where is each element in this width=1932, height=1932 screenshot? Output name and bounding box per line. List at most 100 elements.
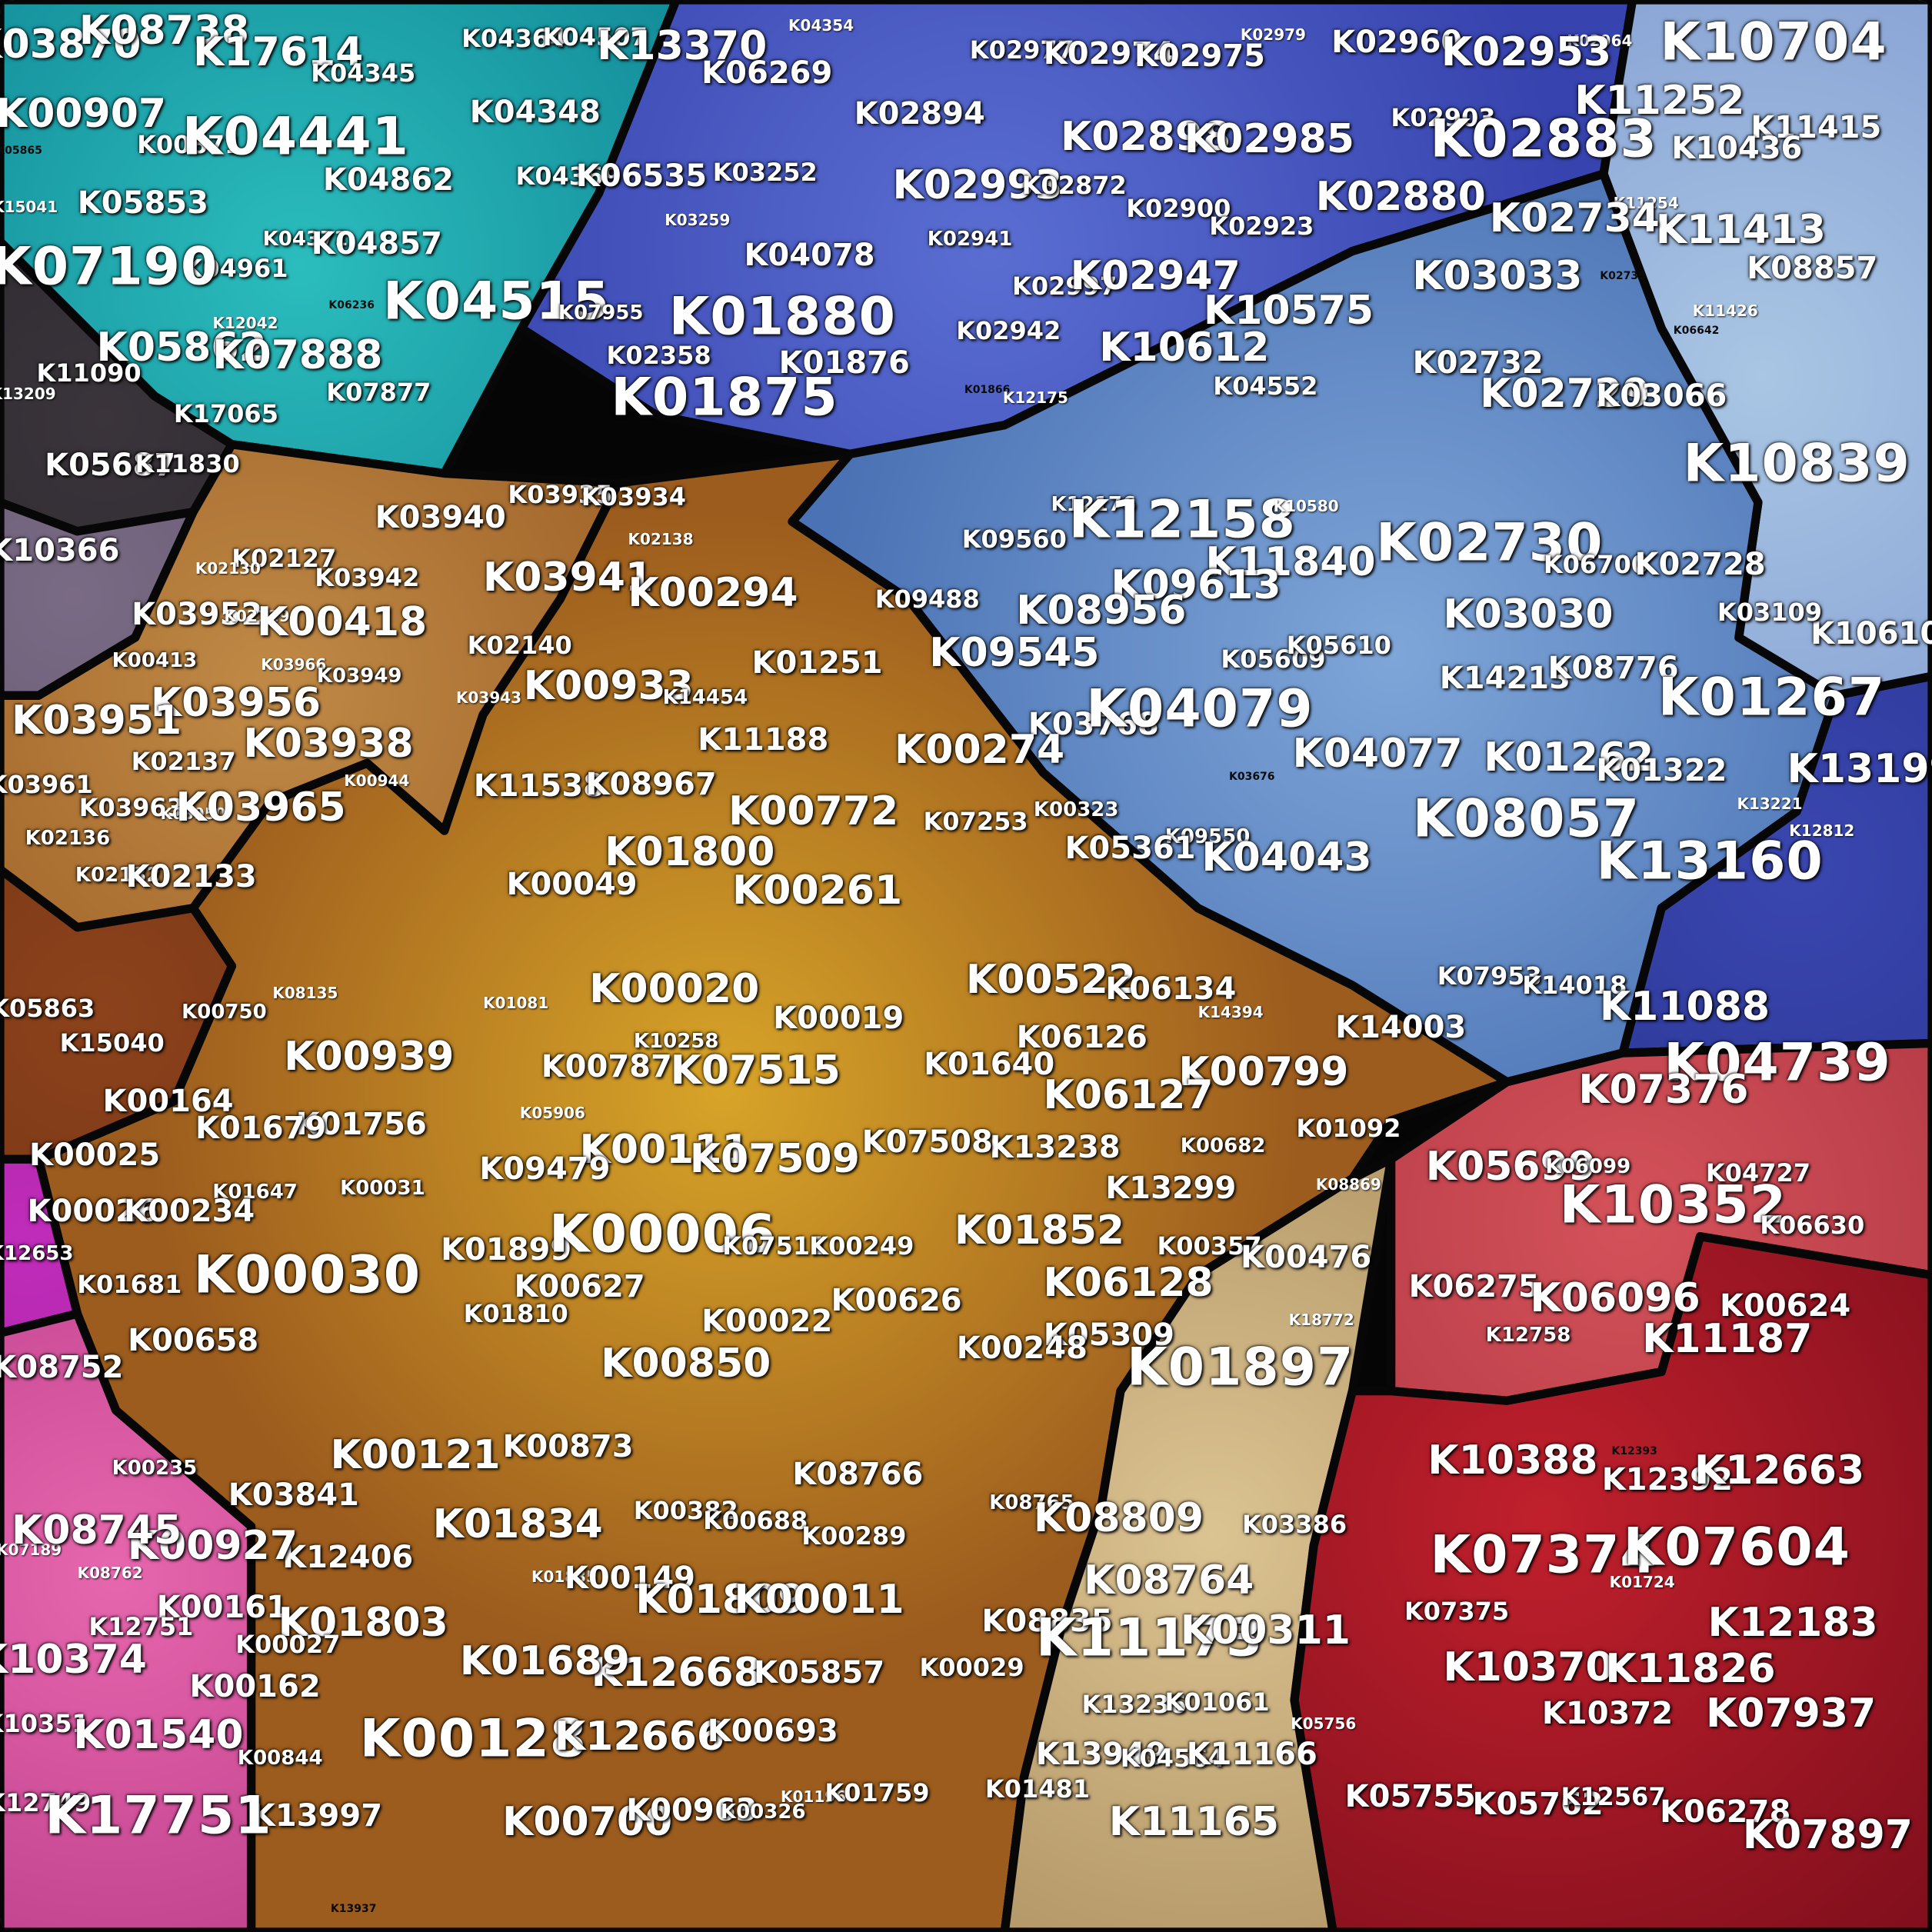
treemap-cell-K10839[interactable]: K10839 (1683, 433, 1910, 495)
treemap-cell-K13236[interactable]: K13236 (1081, 1689, 1187, 1719)
treemap-cell-K00020[interactable]: K00020 (589, 966, 760, 1013)
treemap-cell-K02997[interactable]: K02997 (1012, 271, 1118, 301)
treemap-cell-K01267[interactable]: K01267 (1657, 667, 1886, 728)
treemap-cell-K12393[interactable]: K12393 (1611, 1444, 1657, 1457)
treemap-cell-K00049[interactable]: K00049 (506, 867, 638, 903)
treemap-cell-K01322[interactable]: K01322 (1596, 753, 1727, 789)
treemap-cell-K00030[interactable]: K00030 (193, 1244, 421, 1306)
treemap-cell-K06275[interactable]: K06275 (1408, 1268, 1540, 1304)
treemap-cell-K03943[interactable]: K03943 (455, 688, 522, 707)
treemap-cell-K02137[interactable]: K02137 (131, 746, 236, 776)
treemap-cell-K00261[interactable]: K00261 (731, 868, 903, 914)
treemap-cell-K03033[interactable]: K03033 (1412, 253, 1583, 300)
treemap-cell-K08764[interactable]: K08764 (1084, 1557, 1254, 1604)
treemap-cell-K03934[interactable]: K03934 (581, 481, 686, 511)
treemap-cell-K03030[interactable]: K03030 (1443, 591, 1614, 638)
treemap-cell-K11538[interactable]: K11538 (473, 768, 605, 804)
treemap-cell-K00006[interactable]: K00006 (548, 1204, 777, 1265)
treemap-cell-K00871[interactable]: K00871 (137, 130, 242, 160)
treemap-cell-K09545[interactable]: K09545 (929, 630, 1100, 677)
treemap-cell-K08956[interactable]: K08956 (1016, 587, 1187, 634)
treemap-cell-K12751[interactable]: K12751 (88, 1612, 194, 1642)
treemap-cell-K04043[interactable]: K04043 (1201, 834, 1372, 881)
treemap-cell-K01875[interactable]: K01875 (611, 367, 838, 428)
treemap-cell-K12663[interactable]: K12663 (1694, 1447, 1865, 1494)
treemap-cell-K00772[interactable]: K00772 (728, 788, 899, 835)
treemap-cell-K01876[interactable]: K01876 (778, 345, 910, 381)
treemap-cell-K00850[interactable]: K00850 (601, 1341, 771, 1387)
treemap-cell-K10366[interactable]: K10366 (0, 532, 120, 568)
treemap-cell-K00873[interactable]: K00873 (502, 1429, 634, 1465)
treemap-cell-K00323[interactable]: K00323 (1033, 798, 1119, 821)
treemap-cell-K00413[interactable]: K00413 (112, 649, 198, 673)
treemap-cell-K01689[interactable]: K01689 (459, 1638, 630, 1685)
treemap-cell-K02729[interactable]: K02729 (1480, 371, 1651, 418)
treemap-cell-K13238[interactable]: K13238 (989, 1130, 1121, 1166)
treemap-cell-K03768[interactable]: K03768 (1028, 707, 1159, 742)
treemap-cell-K02947[interactable]: K02947 (1070, 253, 1241, 300)
treemap-cell-K05755[interactable]: K05755 (1344, 1779, 1476, 1815)
treemap-cell-K02734[interactable]: K02734 (1489, 195, 1660, 242)
treemap-cell-K11252[interactable]: K11252 (1574, 77, 1745, 124)
treemap-cell-K07374[interactable]: K07374 (1430, 1524, 1657, 1586)
treemap-cell-K07189[interactable]: K07189 (0, 1540, 62, 1559)
treemap-cell-K05361[interactable]: K05361 (1064, 830, 1196, 866)
treemap-cell-K14454[interactable]: K14454 (662, 685, 748, 709)
treemap-cell-K00682[interactable]: K00682 (1180, 1134, 1266, 1158)
treemap-cell-K07511[interactable]: K07511 (722, 1231, 828, 1261)
treemap-cell-K10352[interactable]: K10352 (1559, 1174, 1787, 1236)
treemap-cell-K04515[interactable]: K04515 (382, 271, 611, 332)
treemap-cell-K08809[interactable]: K08809 (1033, 1495, 1204, 1542)
treemap-cell-K13949[interactable]: K13949 (1035, 1736, 1167, 1772)
treemap-cell-K01834[interactable]: K01834 (432, 1501, 603, 1547)
treemap-cell-K02953[interactable]: K02953 (1441, 28, 1612, 75)
treemap-cell-K15040[interactable]: K15040 (59, 1028, 165, 1058)
treemap-cell-K07877[interactable]: K07877 (326, 377, 431, 407)
treemap-cell-K00019[interactable]: K00019 (773, 1000, 904, 1036)
treemap-cell-K00326[interactable]: K00326 (720, 1800, 806, 1824)
treemap-cell-K05853[interactable]: K05853 (77, 185, 208, 221)
treemap-cell-K10370[interactable]: K10370 (1443, 1644, 1614, 1690)
treemap-cell-K00162[interactable]: K00162 (189, 1668, 321, 1704)
treemap-cell-K04507[interactable]: K04507 (542, 22, 648, 52)
treemap-cell-K01810[interactable]: K01810 (463, 1299, 568, 1329)
treemap-cell-K11173[interactable]: K11173 (1035, 1607, 1264, 1669)
treemap-cell-K00688[interactable]: K00688 (703, 1505, 808, 1535)
treemap-cell-K00234[interactable]: K00234 (124, 1194, 255, 1230)
treemap-cell-K03841[interactable]: K03841 (228, 1477, 359, 1514)
treemap-cell-K04857[interactable]: K04857 (311, 225, 442, 261)
treemap-cell-K11413[interactable]: K11413 (1655, 206, 1826, 253)
treemap-cell-K10372[interactable]: K10372 (1541, 1696, 1674, 1732)
treemap-cell-K02133[interactable]: K02133 (125, 859, 257, 895)
treemap-cell-K13370[interactable]: K13370 (597, 23, 768, 70)
treemap-cell-K07897[interactable]: K07897 (1742, 1812, 1913, 1859)
treemap-cell-K04354[interactable]: K04354 (788, 15, 854, 35)
treemap-cell-K10612[interactable]: K10612 (1099, 325, 1270, 371)
treemap-cell-K02942[interactable]: K02942 (956, 315, 1061, 345)
treemap-cell-K00476[interactable]: K00476 (1241, 1240, 1372, 1276)
treemap-cell-K02960[interactable]: K02960 (1331, 25, 1463, 61)
treemap-cell-K01251[interactable]: K01251 (751, 645, 883, 681)
treemap-cell-K03935[interactable]: K03935 (508, 480, 613, 510)
treemap-cell-K06630[interactable]: K06630 (1760, 1210, 1865, 1240)
treemap-cell-K03942[interactable]: K03942 (315, 563, 420, 593)
treemap-cell-K00522[interactable]: K00522 (965, 956, 1137, 1003)
treemap-cell-K14394[interactable]: K14394 (1198, 1003, 1264, 1022)
treemap-cell-K04371[interactable]: K04371 (262, 228, 348, 251)
treemap-cell-K00249[interactable]: K00249 (809, 1231, 914, 1261)
treemap-cell-K00693[interactable]: K00693 (707, 1713, 838, 1749)
treemap-cell-K18772[interactable]: K18772 (1288, 1310, 1354, 1329)
treemap-cell-K01880[interactable]: K01880 (668, 286, 896, 348)
treemap-cell-K02132[interactable]: K02132 (75, 863, 161, 887)
treemap-cell-K07937[interactable]: K07937 (1706, 1690, 1877, 1737)
treemap-cell-K04961[interactable]: K04961 (183, 254, 288, 284)
treemap-cell-K03966[interactable]: K03966 (261, 655, 327, 675)
treemap-cell-K12758[interactable]: K12758 (1485, 1323, 1571, 1347)
treemap-cell-K02130[interactable]: K02130 (195, 558, 261, 578)
treemap-cell-K07509[interactable]: K07509 (689, 1136, 860, 1183)
treemap-cell-K02728[interactable]: K02728 (1634, 546, 1766, 582)
treemap-cell-K00626[interactable]: K00626 (831, 1282, 962, 1318)
treemap-cell-K11840[interactable]: K11840 (1205, 538, 1376, 585)
treemap-cell-K06128[interactable]: K06128 (1043, 1259, 1214, 1306)
treemap-cell-K12653[interactable]: K12653 (0, 1242, 74, 1266)
